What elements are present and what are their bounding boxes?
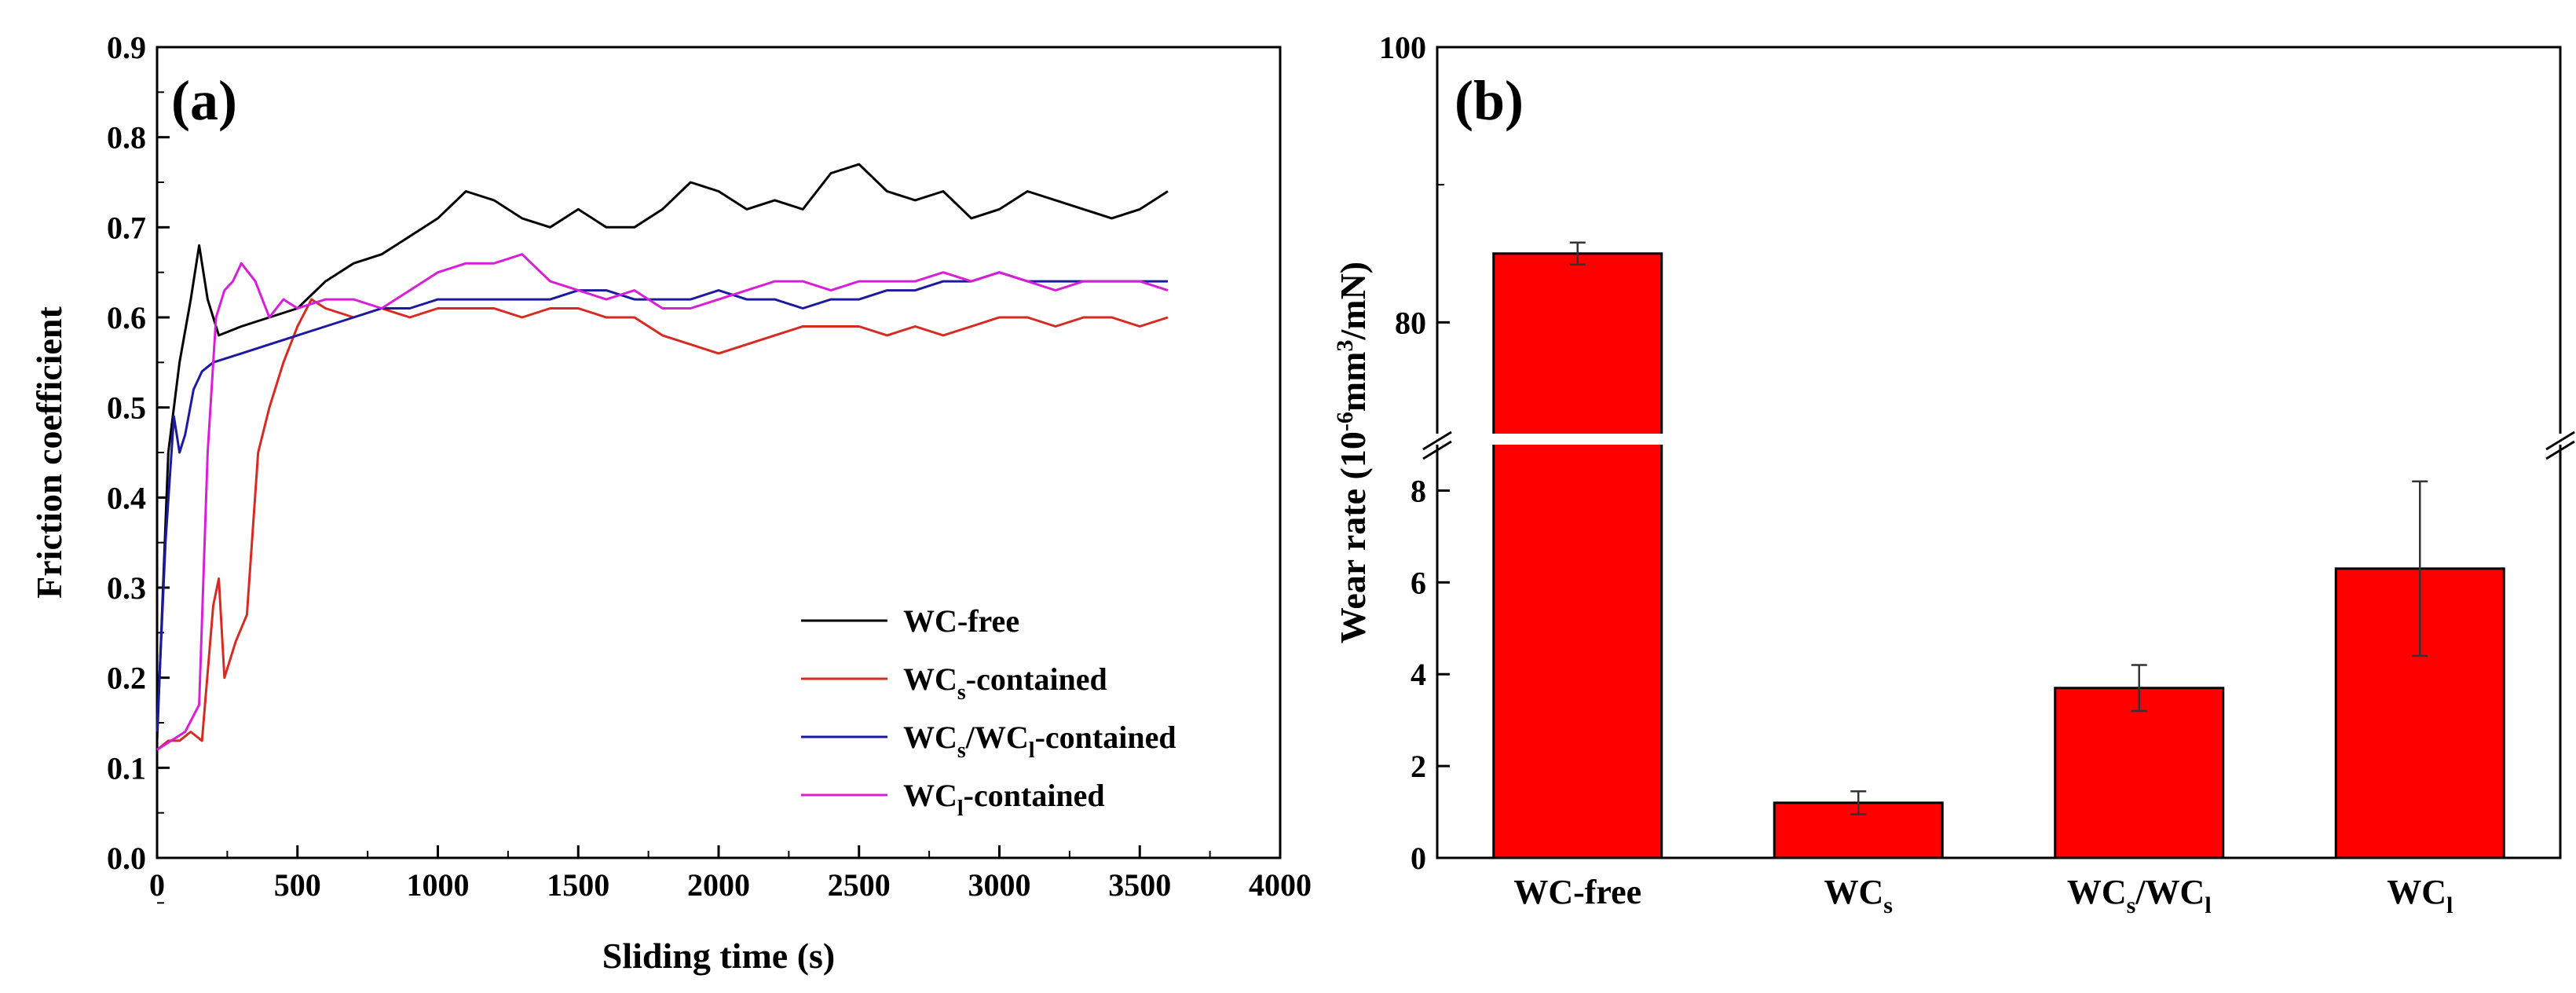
axis-break-mark [1422, 440, 1452, 460]
y-tick-label-b: 2 [1411, 749, 1426, 784]
legend-label: WCs-contained [903, 661, 1107, 705]
y-tick-label-b: 80 [1395, 305, 1426, 340]
y-tick-label-a: 0.5 [107, 390, 146, 426]
axis-break-mark [2545, 440, 2575, 460]
y-tick-label-a: 0.9 [107, 30, 146, 65]
y-tick-label-a: 0.2 [107, 661, 146, 696]
series-line-wcs-contained [156, 298, 1169, 751]
panel-label-b: (b) [1454, 69, 1524, 132]
y-tick-label-b: 8 [1411, 473, 1426, 508]
x-axis-title-a: Sliding time (s) [602, 936, 835, 976]
x-tick-label-a: 3500 [1108, 867, 1171, 903]
y-tick-label-a: 0.3 [107, 570, 146, 606]
plot-frame-b [1436, 46, 2562, 859]
axis-break-mark [2545, 431, 2575, 451]
y-tick-label-b: 6 [1411, 565, 1426, 600]
y-tick-label-b: 0 [1411, 841, 1426, 876]
y-tick-label-b: 100 [1379, 30, 1426, 65]
panel-label-a: (a) [171, 69, 237, 132]
y-axis-title-a: Friction coefficient [29, 306, 69, 598]
x-category-label-b: WCl [2387, 873, 2453, 918]
y-tick-label-a: 0.8 [107, 120, 146, 156]
y-tick-label-b: 4 [1411, 657, 1426, 692]
y-axis-title-b: Wear rate (10-6mm3/mN) [1332, 262, 1373, 643]
x-tick-label-a: 2000 [687, 867, 750, 903]
x-tick-label-a: 1500 [547, 867, 609, 903]
x-tick-label-a: 1000 [407, 867, 470, 903]
panel-b-wear-rate-chart: 0 2 4 6 8 80 100 Wear rate (10-6mm3/mN) (b) WC-fr… [1332, 30, 2576, 918]
y-tick-label-a: 0.7 [107, 210, 146, 245]
panel-a-friction-chart: 0.0 0.1 0.2 0.3 0.4 0.5 0.6 0.7 0.8 0.9 0 500 1000 15… [29, 30, 1312, 976]
x-tick-label-a: 4000 [1249, 867, 1312, 903]
y-tick-label-a: 0.1 [107, 750, 146, 786]
axis-break-mark [1422, 431, 1452, 451]
y-tick-label-a: 0.0 [107, 841, 146, 876]
legend-label: WCl-contained [903, 778, 1105, 821]
x-tick-label-a: 3000 [968, 867, 1031, 903]
y-tick-label-a: 0.4 [107, 480, 146, 515]
x-tick-label-a: 0 [149, 867, 165, 903]
y-tick-label-a: 0.6 [107, 300, 146, 335]
bar [2054, 687, 2225, 859]
axis-break-gap [1414, 434, 2576, 445]
legend-label: WCs/WCl-contained [903, 720, 1176, 763]
x-tick-label-a: 2500 [828, 867, 891, 903]
x-category-label-b: WCs [1824, 873, 1893, 918]
x-category-label-b: WC-free [1513, 873, 1641, 911]
bar [1492, 252, 1663, 859]
series-line-wc-free [156, 163, 1169, 741]
legend-label: WC-free [903, 603, 1019, 639]
x-category-label-b: WCs/WCl [2067, 873, 2212, 918]
x-tick-label-a: 500 [274, 867, 321, 903]
series-line-wcl-contained [156, 253, 1169, 751]
